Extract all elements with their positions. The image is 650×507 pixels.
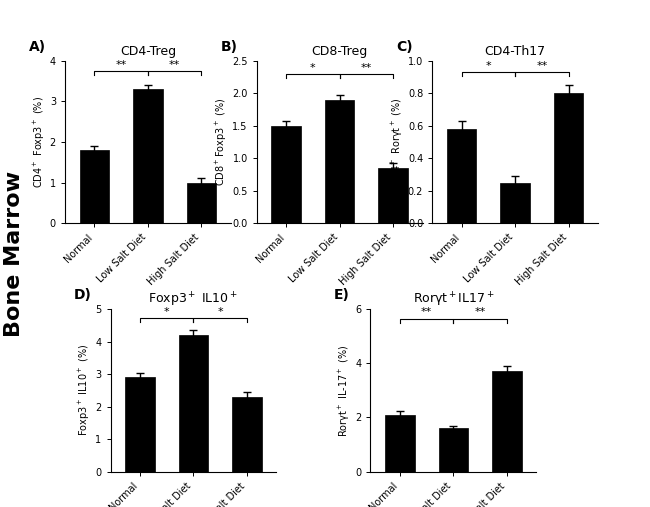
Bar [133,89,162,223]
Bar [272,126,301,223]
Text: B): B) [220,40,237,54]
Bar [500,183,530,223]
Bar [439,428,468,472]
Bar [179,335,208,472]
Text: **: ** [361,62,372,73]
Bar [554,93,583,223]
Text: Bone Marrow: Bone Marrow [5,170,24,337]
Text: *: * [486,61,491,71]
Title: Foxp3$^+$ IL10$^+$: Foxp3$^+$ IL10$^+$ [148,291,239,309]
Text: C): C) [396,40,412,54]
Y-axis label: Foxp3$^+$ IL10$^+$ (%): Foxp3$^+$ IL10$^+$ (%) [77,344,92,437]
Text: E): E) [334,288,350,302]
Bar [125,377,155,472]
Text: D): D) [74,288,92,302]
Y-axis label: CD4$^+$ Rorγt$^+$ (%): CD4$^+$ Rorγt$^+$ (%) [390,98,405,186]
Title: Rorγt$^+$IL17$^+$: Rorγt$^+$IL17$^+$ [413,291,494,309]
Text: **: ** [474,307,486,317]
Text: **: ** [116,60,127,69]
Bar [187,183,216,223]
Y-axis label: CD8$^+$Foxp3$^+$ (%): CD8$^+$Foxp3$^+$ (%) [214,97,229,187]
Title: CD8-Treg: CD8-Treg [311,45,368,58]
Text: **: ** [536,61,547,71]
Bar [378,168,408,223]
Y-axis label: CD4$^+$ Foxp3$^+$ (%): CD4$^+$ Foxp3$^+$ (%) [32,96,47,188]
Bar [385,415,415,472]
Title: CD4-Th17: CD4-Th17 [484,45,546,58]
Text: *: * [310,62,316,73]
Text: A): A) [29,40,46,54]
Bar [492,372,521,472]
Bar [80,150,109,223]
Bar [325,100,354,223]
Y-axis label: Rorγt$^+$ IL-17$^+$ (%): Rorγt$^+$ IL-17$^+$ (%) [337,344,352,437]
Text: **: ** [169,60,180,69]
Bar [447,129,476,223]
Text: *: * [217,307,223,317]
Text: **: ** [421,307,432,317]
Title: CD4-Treg: CD4-Treg [120,45,176,58]
Text: *: * [164,307,170,317]
Bar [232,397,261,472]
